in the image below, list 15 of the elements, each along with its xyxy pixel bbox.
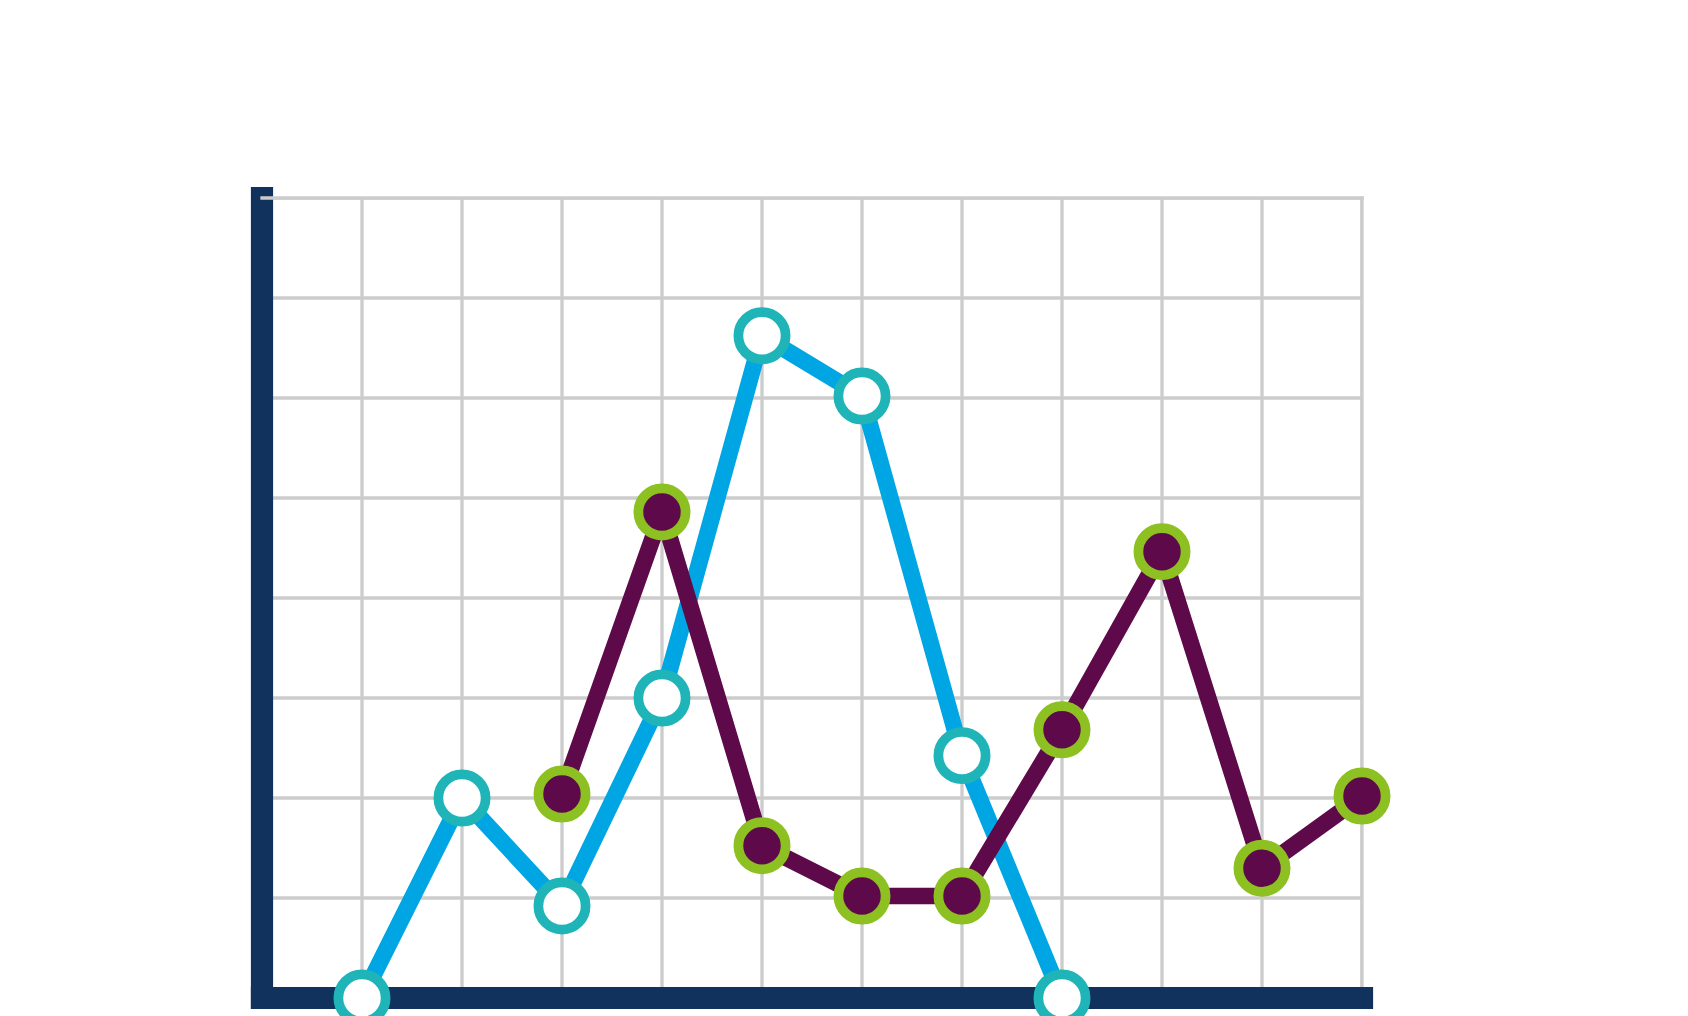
point xyxy=(933,867,991,925)
point xyxy=(733,817,791,875)
point xyxy=(633,483,691,541)
point xyxy=(533,877,591,935)
point xyxy=(833,867,891,925)
point xyxy=(433,769,491,827)
point xyxy=(1133,523,1191,581)
point xyxy=(733,307,791,365)
point xyxy=(533,765,591,823)
point xyxy=(933,727,991,785)
point xyxy=(1233,839,1291,897)
point xyxy=(1333,767,1391,825)
point xyxy=(1033,701,1091,759)
point xyxy=(833,367,891,425)
point xyxy=(633,669,691,727)
